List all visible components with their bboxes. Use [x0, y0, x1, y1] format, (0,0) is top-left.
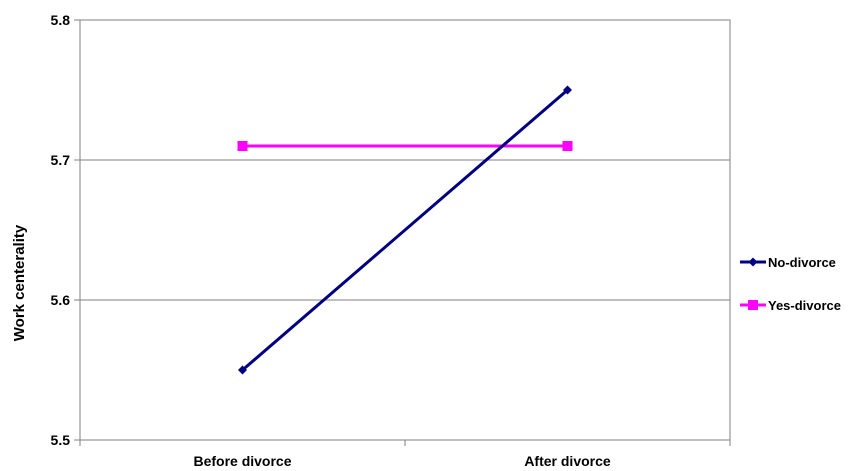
legend-label: No-divorce	[768, 255, 836, 270]
legend: No-divorce Yes-divorce	[740, 255, 841, 313]
y-tick-label: 5.5	[51, 432, 71, 448]
gridlines	[80, 159, 730, 301]
series-line	[241, 88, 569, 372]
data-point	[238, 365, 247, 375]
y-tick-label: 5.8	[51, 12, 71, 28]
data-point	[237, 141, 248, 151]
y-tick-label: 5.6	[51, 292, 71, 308]
data-point	[748, 300, 758, 310]
series-layer	[237, 85, 573, 375]
data-point	[563, 85, 572, 95]
legend-label: Yes-divorce	[768, 298, 841, 313]
data-point	[562, 141, 573, 151]
data-point	[748, 257, 758, 267]
x-axis-ticks: Before divorce After divorce	[79, 440, 731, 469]
x-tick-label: After divorce	[524, 453, 611, 469]
legend-item: No-divorce	[740, 255, 836, 270]
series-no-divorce	[238, 85, 572, 375]
x-tick-label: Before divorce	[193, 453, 291, 469]
legend-item: Yes-divorce	[740, 298, 841, 313]
y-axis-ticks: 5.5 5.6 5.7 5.8	[51, 12, 80, 448]
y-axis-title: Work centerality	[11, 224, 28, 341]
series-yes-divorce	[237, 141, 573, 151]
y-tick-label: 5.7	[51, 152, 71, 168]
